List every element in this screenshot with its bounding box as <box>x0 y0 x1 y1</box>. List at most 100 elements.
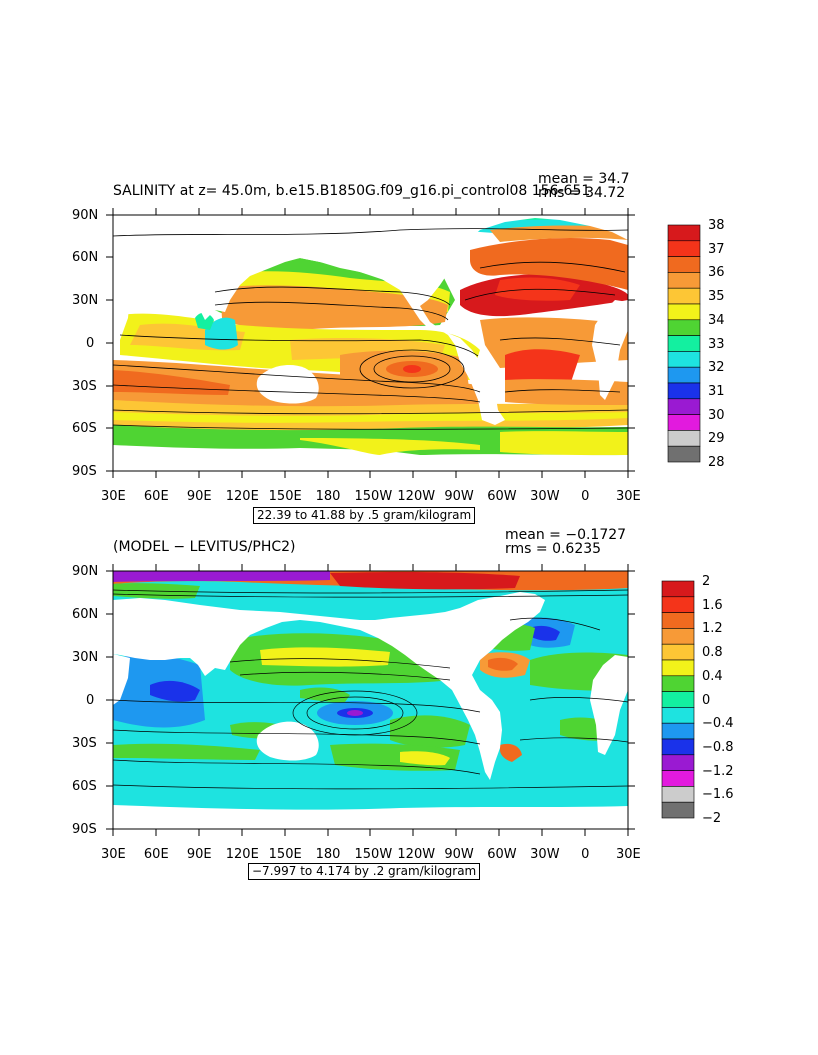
colorbar-label: 0.4 <box>702 668 723 684</box>
colorbar-swatch <box>667 240 701 257</box>
p1-lon-label: 120W <box>397 489 436 504</box>
p2-lat-label: 60N <box>72 607 99 622</box>
colorbar-swatch <box>667 272 701 289</box>
colorbar-swatch <box>661 580 695 598</box>
p1-lon-label: 90E <box>186 489 212 504</box>
colorbar-swatch <box>667 445 701 463</box>
colorbar-swatch <box>661 628 695 645</box>
p1-lat-label: 0 <box>86 336 95 351</box>
p2-lon-label: 150W <box>354 847 393 862</box>
colorbar-swatch <box>667 256 701 273</box>
colorbar-swatch <box>661 691 695 708</box>
p2-lon-label: 150E <box>268 847 302 862</box>
panel1-range-box: 22.39 to 41.88 by .5 gram/kilogram <box>253 507 476 524</box>
p1-lon-label: 30E <box>616 489 641 504</box>
colorbar-label: 32 <box>708 360 725 376</box>
colorbar-swatch <box>661 738 695 756</box>
p2-lat-label: 30S <box>72 736 97 751</box>
colorbar-label: 1.6 <box>702 597 723 613</box>
colorbar-label: 2 <box>702 574 711 589</box>
p1-lat-label: 90S <box>72 464 97 479</box>
colorbar-swatch <box>661 675 695 692</box>
panel1-map <box>113 215 628 471</box>
colorbar-label: 1.2 <box>702 621 723 637</box>
colorbar-label: 29 <box>708 431 725 447</box>
colorbar-swatch <box>667 366 701 384</box>
colorbar-label: −2 <box>702 811 722 826</box>
p2-lat-label: 0 <box>86 693 95 708</box>
colorbar-swatch <box>667 319 701 336</box>
colorbar-swatch <box>661 754 695 771</box>
colorbar-label: 34 <box>708 312 725 328</box>
panel1-mean: mean = 34.7 <box>538 171 630 187</box>
colorbar-label: 30 <box>708 407 725 423</box>
p2-lon-label: 30E <box>616 847 641 862</box>
p1-lon-label: 120E <box>225 489 259 504</box>
panel2-rms: rms = 0.6235 <box>505 541 602 557</box>
colorbar-label: −0.4 <box>702 716 734 732</box>
p1-lat-label: 90N <box>72 208 99 223</box>
p1-lon-label: 60E <box>143 489 169 504</box>
panel1-ticks <box>106 208 635 478</box>
colorbar-label: −0.8 <box>702 739 734 755</box>
p1-lon-label: 150E <box>268 489 302 504</box>
p1-lat-label: 30N <box>72 293 99 308</box>
panel2-range-box: −7.997 to 4.174 by .2 gram/kilogram <box>248 863 481 880</box>
colorbar-swatch <box>661 612 695 629</box>
p1-lon-label: 90W <box>444 489 474 504</box>
colorbar-label: 33 <box>708 336 725 352</box>
colorbar-swatch <box>667 382 701 400</box>
p1-lon-label: 180 <box>315 489 341 504</box>
p2-lon-label: 90W <box>444 847 474 862</box>
colorbar-swatch <box>661 801 695 819</box>
colorbar-swatch <box>667 303 701 321</box>
colorbar-label: 0 <box>702 692 711 708</box>
panel2-map <box>113 571 628 829</box>
colorbar-swatch <box>667 351 701 368</box>
colorbar-swatch <box>661 770 695 787</box>
p2-lon-label: 60E <box>143 847 169 862</box>
colorbar-label: −1.6 <box>702 787 734 803</box>
colorbar-label: 28 <box>708 455 725 470</box>
colorbar-swatch <box>661 643 695 661</box>
p2-lon-label: 180 <box>315 847 341 862</box>
colorbar-swatch <box>667 430 701 447</box>
colorbar-swatch <box>667 414 701 431</box>
colorbar-swatch <box>661 707 695 724</box>
p2-lon-label: 0 <box>581 847 590 862</box>
colorbar-swatch <box>667 287 701 305</box>
p2-lon-label: 30W <box>530 847 560 862</box>
colorbar-swatch <box>667 335 701 352</box>
colorbar-swatch <box>661 786 695 803</box>
p2-lat-label: 90N <box>72 564 99 579</box>
colorbar-label: 35 <box>708 289 725 305</box>
p2-lat-label: 30N <box>72 650 99 665</box>
p2-lon-label: 90E <box>186 847 212 862</box>
p2-lon-label: 120E <box>225 847 259 862</box>
colorbar-swatch <box>667 398 701 415</box>
p1-lon-label: 60W <box>487 489 517 504</box>
p2-lon-label: 120W <box>397 847 436 862</box>
colorbar-label: −1.2 <box>702 763 734 779</box>
colorbar-label: 36 <box>708 265 725 281</box>
p1-lat-label: 60N <box>72 250 99 265</box>
p1-lon-label: 0 <box>581 489 590 504</box>
p2-lon-label: 30E <box>101 847 126 862</box>
panel2-ticks <box>106 564 635 836</box>
colorbar-swatch <box>661 596 695 613</box>
colorbar-label: 0.8 <box>702 645 723 661</box>
p1-lon-label: 30W <box>530 489 560 504</box>
panel2-mean: mean = −0.1727 <box>505 527 627 543</box>
panel2-colorbar <box>661 580 695 819</box>
panel2-title: (MODEL − LEVITUS/PHC2) <box>113 539 296 555</box>
colorbar-swatch <box>667 224 701 242</box>
p1-lat-label: 30S <box>72 379 97 394</box>
p2-lon-label: 60W <box>487 847 517 862</box>
panel1-title: SALINITY at z= 45.0m, b.e15.B1850G.f09_g… <box>113 183 591 199</box>
p1-lon-label: 150W <box>354 489 393 504</box>
colorbar-label: 38 <box>708 218 725 233</box>
p1-lon-label: 30E <box>101 489 126 504</box>
p1-lat-label: 60S <box>72 421 97 436</box>
colorbar-label: 31 <box>708 383 725 399</box>
